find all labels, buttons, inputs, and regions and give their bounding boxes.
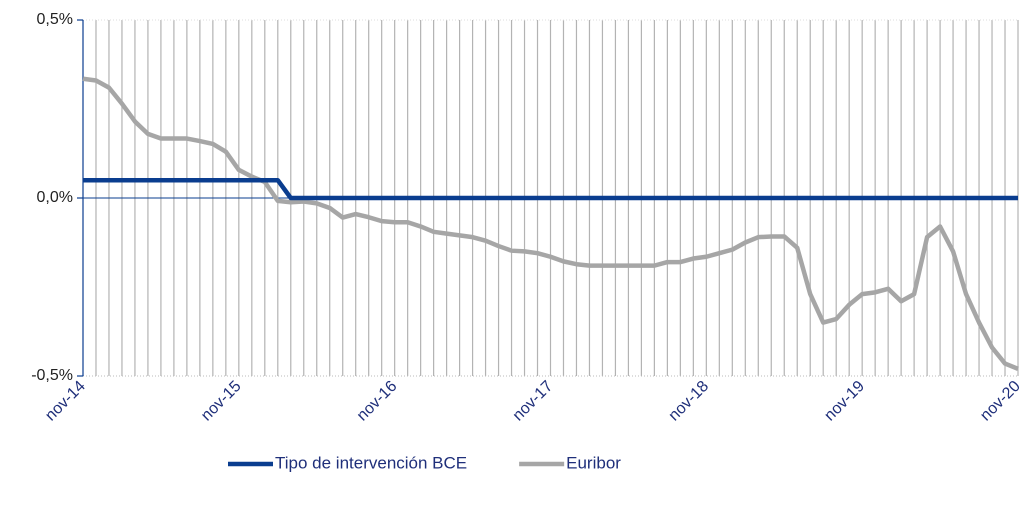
x-tick-label: nov-19 bbox=[821, 378, 868, 425]
y-tick-label: 0,5% bbox=[37, 11, 73, 28]
y-tick-label: 0,0% bbox=[37, 189, 73, 206]
series-line bbox=[83, 177, 1018, 201]
legend-label: Euribor bbox=[566, 453, 621, 472]
x-tick-label: nov-18 bbox=[666, 378, 713, 425]
series-line bbox=[82, 76, 1019, 371]
x-tick-label: nov-15 bbox=[198, 378, 245, 425]
x-tick-label: nov-17 bbox=[510, 378, 557, 425]
y-tick-label: -0,5% bbox=[31, 367, 73, 384]
x-tick-label: nov-14 bbox=[42, 378, 89, 425]
legend-label: Tipo de intervención BCE bbox=[275, 453, 467, 472]
x-tick-label: nov-20 bbox=[977, 378, 1024, 425]
x-tick-label: nov-16 bbox=[354, 378, 401, 425]
